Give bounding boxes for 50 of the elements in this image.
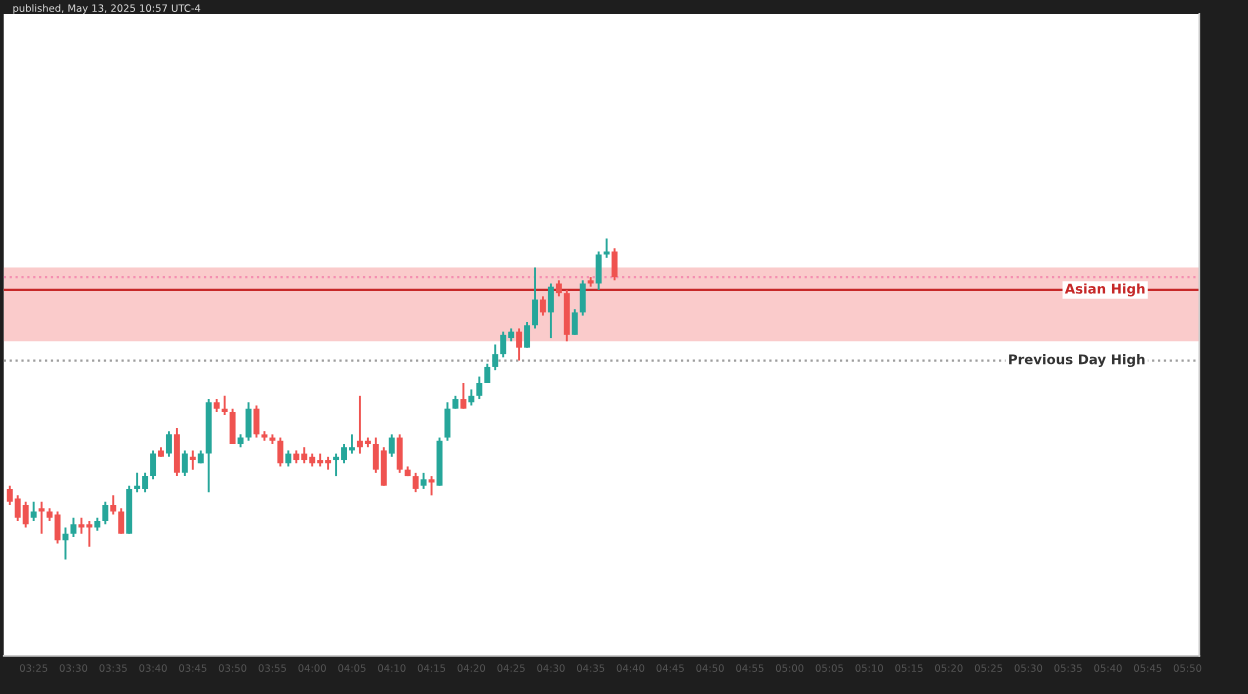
candlestick <box>595 250 602 291</box>
candlestick <box>253 404 260 439</box>
candlestick <box>70 516 77 539</box>
candlestick <box>173 426 180 478</box>
candlestick <box>547 282 554 340</box>
candlestick <box>62 526 69 561</box>
candlestick <box>54 510 61 545</box>
candlestick <box>245 401 252 442</box>
candlestick <box>277 436 284 468</box>
candlestick <box>516 327 523 362</box>
candlestick <box>189 449 196 471</box>
candlestick <box>110 494 117 516</box>
candlestick <box>356 394 363 455</box>
candlestick <box>150 449 157 481</box>
candlestick <box>460 382 467 410</box>
candlestick <box>532 266 539 330</box>
candlestick <box>118 507 125 535</box>
candlestick <box>444 401 451 442</box>
candlestick <box>436 436 443 487</box>
candlestick <box>611 247 618 282</box>
candlestick <box>524 321 531 349</box>
candlestick <box>142 471 149 494</box>
candlestick <box>539 295 546 317</box>
candlestick <box>38 500 45 535</box>
candlestick <box>102 500 109 526</box>
candlestick <box>333 452 340 478</box>
candlestick <box>563 288 570 343</box>
candlestick <box>341 443 348 465</box>
candlestick <box>476 375 483 401</box>
candlestick <box>165 430 172 458</box>
candlestick <box>412 471 419 494</box>
candlestick <box>221 394 228 417</box>
candlestick <box>14 494 21 522</box>
candlestick <box>229 407 236 445</box>
candlestick <box>388 433 395 458</box>
candlestick <box>571 308 578 336</box>
candlestick <box>22 500 29 529</box>
candlestick <box>348 433 355 455</box>
candlestick <box>500 330 507 359</box>
candlestick <box>603 237 610 259</box>
candlestick <box>30 500 37 522</box>
candlestick <box>86 520 93 548</box>
candlestick <box>126 484 133 535</box>
candlestick <box>134 471 141 494</box>
candlestick <box>380 446 387 487</box>
candlestick <box>396 433 403 474</box>
candlestick <box>492 343 499 372</box>
candlestick <box>181 449 188 478</box>
candlestick <box>579 279 586 317</box>
candlestick <box>428 475 435 497</box>
